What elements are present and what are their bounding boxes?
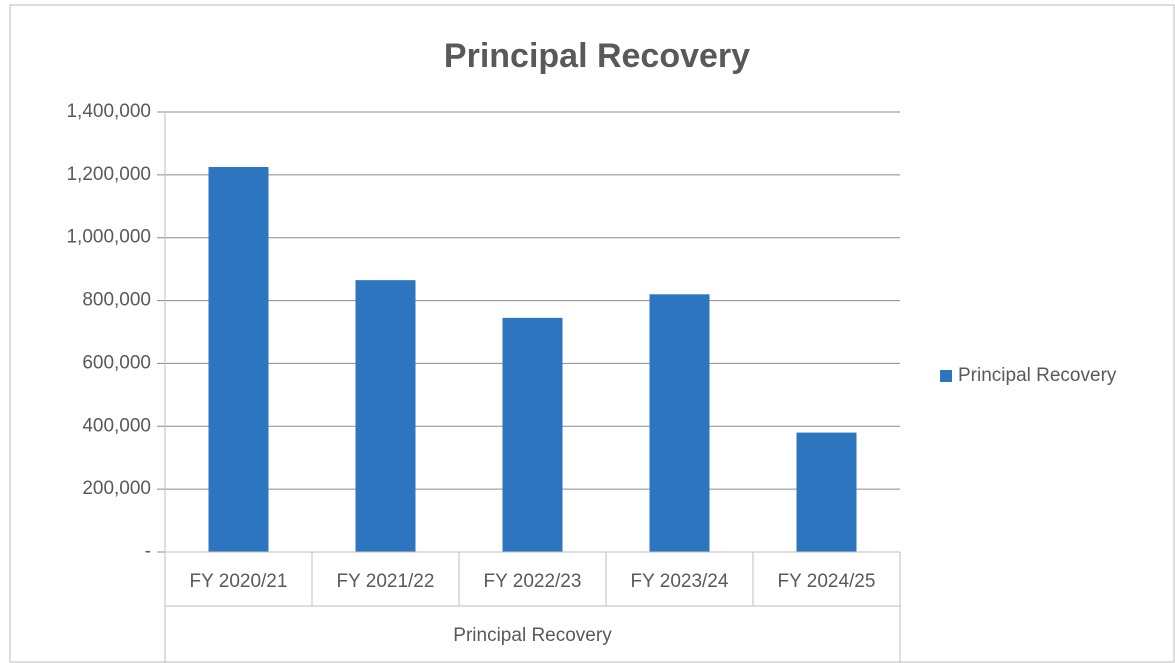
y-tick-label: -: [145, 541, 151, 562]
bar: [355, 280, 416, 552]
legend-label: Principal Recovery: [958, 365, 1117, 386]
y-tick-label: 200,000: [82, 478, 151, 499]
y-tick-label: 800,000: [82, 290, 151, 311]
bar: [796, 432, 857, 552]
y-tick-label: 1,000,000: [66, 227, 151, 248]
chart-frame: [9, 4, 1175, 663]
bar: [649, 294, 710, 552]
chart-title: Principal Recovery: [444, 37, 750, 75]
x-tick-label: FY 2023/24: [631, 571, 729, 592]
x-tick-label: FY 2024/25: [778, 571, 876, 592]
x-tick-label: FY 2022/23: [484, 571, 582, 592]
x-tick-label: FY 2020/21: [190, 571, 288, 592]
y-tick-label: 600,000: [82, 352, 151, 373]
x-tick-label: FY 2021/22: [337, 571, 435, 592]
bar: [208, 167, 269, 552]
y-tick-label: 1,400,000: [66, 101, 151, 122]
bar: [502, 317, 563, 552]
y-tick-label: 400,000: [82, 415, 151, 436]
legend-swatch: [940, 370, 952, 382]
x-axis-label: Principal Recovery: [453, 625, 612, 646]
y-tick-label: 1,200,000: [66, 164, 151, 185]
